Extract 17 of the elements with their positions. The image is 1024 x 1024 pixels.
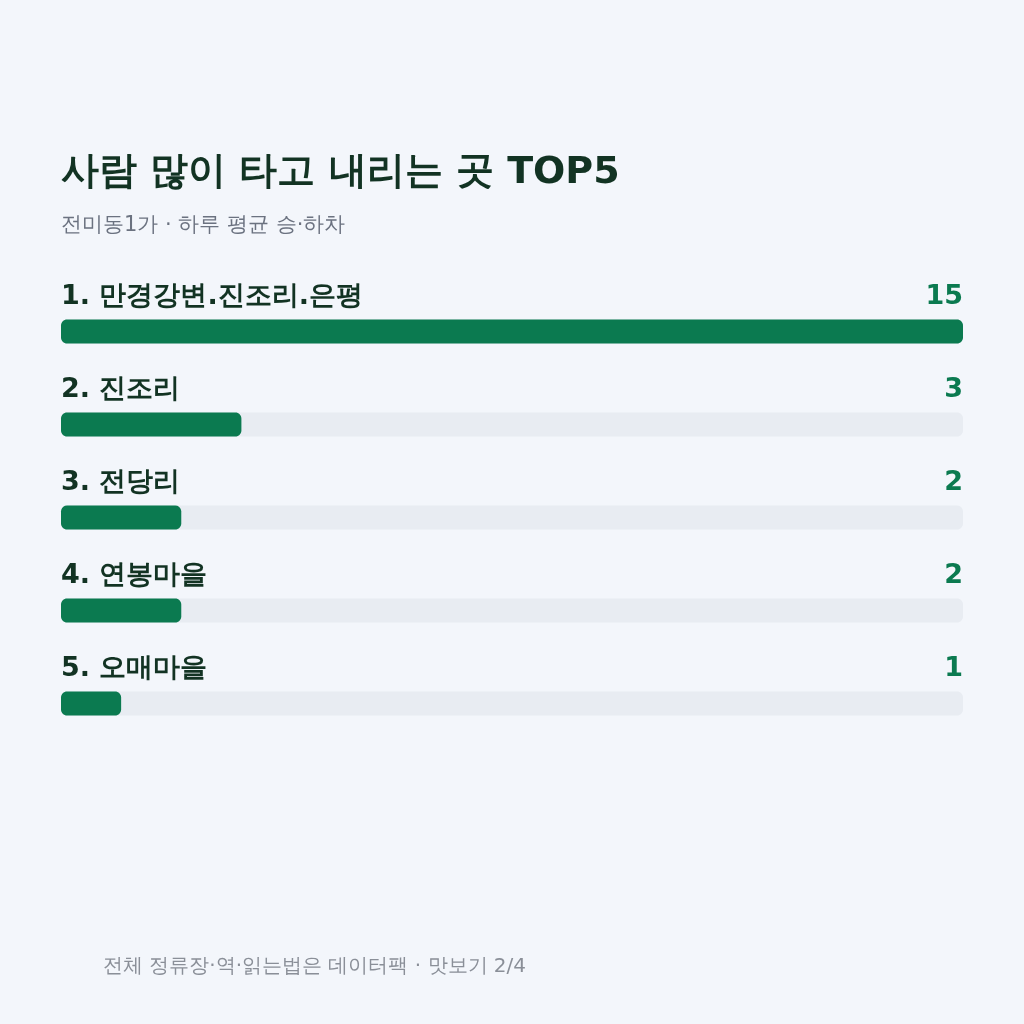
y-tick-label: 4. 연봉마을 [61, 557, 208, 589]
data-label: 3 [944, 371, 963, 403]
y-tick-label: 3. 전당리 [61, 464, 181, 496]
chart-subtitle: 전미동1가 · 하루 평균 승·하차 [61, 212, 346, 236]
text: 전체 정류장·역·읽는법은 데이터팩 · 맛보기 2/4 [103, 953, 527, 977]
bar [61, 691, 122, 716]
bar [61, 598, 182, 623]
data-label: 2 [944, 464, 963, 496]
bar [61, 412, 242, 437]
y-tick-label: 5. 오매마을 [61, 650, 208, 682]
chart-title: 사람 많이 타고 내리는 곳 TOP5 [61, 148, 620, 192]
data-label: 1 [944, 650, 963, 682]
y-tick-label: 2. 진조리 [61, 371, 181, 403]
data-label: 15 [925, 278, 963, 310]
y-tick-label: 1. 만경강변.진조리.은평 [61, 278, 363, 310]
data-label: 2 [944, 557, 963, 589]
bar [61, 505, 182, 530]
